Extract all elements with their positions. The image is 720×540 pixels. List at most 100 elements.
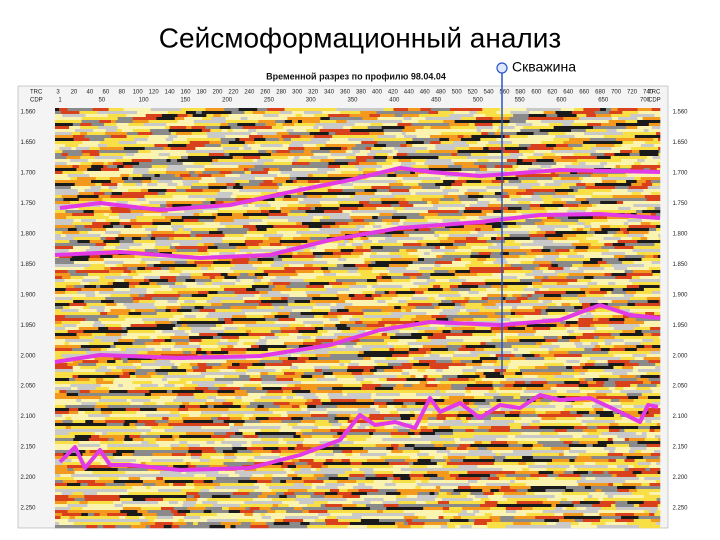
seismic-cell	[552, 195, 564, 199]
seismic-cell	[504, 147, 522, 151]
seismic-cell	[620, 165, 632, 169]
seismic-cell	[513, 114, 530, 118]
seismic-cell	[445, 381, 466, 385]
seismic-cell	[296, 393, 310, 397]
seismic-cell	[424, 300, 430, 304]
seismic-cell	[288, 240, 308, 244]
seismic-cell	[458, 276, 471, 280]
seismic-cell	[408, 237, 424, 241]
seismic-cell	[599, 375, 611, 379]
seismic-cell	[659, 186, 661, 190]
seismic-cell	[427, 201, 432, 205]
seismic-cell	[596, 354, 614, 358]
seismic-cell	[530, 360, 538, 364]
seismic-cell	[365, 294, 372, 298]
seismic-cell	[253, 126, 273, 130]
seismic-cell	[239, 180, 250, 184]
seismic-cell	[296, 138, 312, 142]
seismic-cell	[648, 129, 661, 133]
seismic-cell	[123, 165, 133, 169]
seismic-cell	[261, 390, 268, 394]
seismic-cell	[370, 249, 383, 253]
seismic-cell	[615, 186, 630, 190]
seismic-cell	[606, 129, 617, 133]
seismic-cell	[636, 393, 643, 397]
seismic-cell	[603, 285, 613, 289]
seismic-cell	[454, 258, 462, 262]
seismic-cell	[411, 366, 431, 370]
seismic-cell	[251, 201, 264, 205]
seismic-cell	[155, 330, 163, 334]
seismic-cell	[367, 153, 377, 157]
seismic-cell	[161, 114, 178, 118]
seismic-cell	[414, 312, 427, 316]
seismic-cell	[169, 237, 175, 241]
seismic-cell	[204, 375, 225, 379]
seismic-cell	[655, 213, 661, 217]
seismic-cell	[329, 150, 347, 154]
seismic-cell	[441, 228, 450, 232]
seismic-cell	[118, 150, 131, 154]
seismic-cell	[445, 336, 466, 340]
seismic-cell	[423, 375, 428, 379]
seismic-cell	[580, 135, 599, 139]
seismic-cell	[609, 222, 625, 226]
seismic-cell	[523, 201, 531, 205]
seismic-cell	[527, 303, 534, 307]
seismic-cell	[153, 195, 173, 199]
seismic-cell	[470, 255, 491, 259]
seismic-cell	[418, 120, 427, 124]
seismic-cell	[122, 327, 127, 331]
seismic-cell	[578, 267, 587, 271]
seismic-cell	[616, 156, 635, 160]
seismic-cell	[332, 372, 352, 376]
seismic-cell	[493, 261, 508, 265]
seismic-cell	[378, 336, 391, 340]
seismic-cell	[623, 387, 628, 391]
seismic-cell	[55, 279, 65, 283]
seismic-cell	[462, 213, 474, 217]
seismic-cell	[162, 330, 168, 334]
seismic-cell	[166, 306, 182, 310]
seismic-cell	[651, 270, 661, 274]
seismic-cell	[598, 342, 606, 346]
seismic-cell	[436, 360, 453, 364]
seismic-cell	[394, 195, 410, 199]
seismic-cell	[623, 294, 635, 298]
seismic-cell	[616, 129, 628, 133]
seismic-cell	[335, 261, 350, 265]
seismic-cell	[298, 366, 315, 370]
seismic-cell	[410, 192, 416, 196]
seismic-cell	[653, 255, 659, 259]
seismic-cell	[410, 171, 416, 175]
seismic-cell	[422, 198, 441, 202]
seismic-cell	[382, 285, 403, 289]
seismic-cell	[354, 123, 371, 127]
seismic-cell	[590, 243, 605, 247]
seismic-cell	[221, 336, 240, 340]
seismic-cell	[94, 357, 114, 361]
seismic-cell	[138, 327, 154, 331]
seismic-cell	[570, 171, 578, 175]
seismic-cell	[121, 336, 134, 340]
seismic-cell	[421, 180, 434, 184]
seismic-cell	[439, 306, 455, 310]
seismic-cell	[592, 210, 601, 214]
seismic-cell	[296, 180, 309, 184]
seismic-cell	[104, 261, 111, 265]
seismic-cell	[487, 264, 505, 268]
seismic-cell	[462, 165, 480, 169]
seismic-cell	[618, 258, 624, 262]
seismic-cell	[469, 297, 482, 301]
seismic-cell	[554, 204, 564, 208]
seismic-cell	[160, 261, 176, 265]
seismic-cell	[438, 111, 455, 115]
seismic-cell	[360, 381, 373, 385]
seismic-cell	[174, 261, 188, 265]
seismic-cell	[503, 204, 517, 208]
seismic-cell	[335, 132, 347, 136]
seismic-cell	[114, 375, 120, 379]
seismic-cell	[410, 186, 423, 190]
seismic-cell	[405, 198, 423, 202]
seismic-cell	[191, 330, 205, 334]
